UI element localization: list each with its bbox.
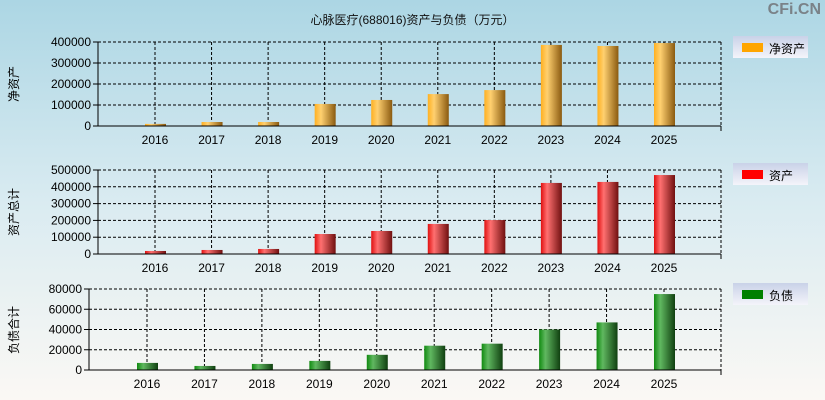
y-tick-label: 300000 xyxy=(51,56,91,70)
x-tick-label: 2018 xyxy=(249,377,276,391)
x-tick-label: 2018 xyxy=(255,133,282,147)
bar-2025 xyxy=(654,175,675,254)
bar-2017 xyxy=(201,122,223,126)
x-tick-label: 2025 xyxy=(651,377,678,391)
bar-2024 xyxy=(597,181,619,254)
x-tick-label: 2019 xyxy=(306,377,333,391)
y-tick-label: 0 xyxy=(84,247,91,261)
y-tick-label: 400000 xyxy=(51,180,91,194)
y-tick-label: 0 xyxy=(75,363,82,377)
bar-2017 xyxy=(201,249,223,254)
bar-2019 xyxy=(314,103,336,126)
x-tick-label: 2020 xyxy=(368,261,395,275)
x-tick-label: 2019 xyxy=(311,261,338,275)
bar-2018 xyxy=(258,248,280,254)
bar-2018 xyxy=(258,122,280,126)
bar-2024 xyxy=(597,45,619,126)
x-tick-label: 2019 xyxy=(311,133,338,147)
x-tick-label: 2018 xyxy=(255,261,282,275)
legend-label: 资产 xyxy=(769,169,794,183)
legend-label: 负债 xyxy=(769,289,794,303)
y-axis-label: 资产总计 xyxy=(7,188,21,236)
bar-2021 xyxy=(424,345,446,370)
y-tick-label: 200000 xyxy=(51,213,91,227)
bar-2018 xyxy=(251,363,273,370)
bar-2022 xyxy=(484,220,506,254)
x-tick-label: 2021 xyxy=(424,261,451,275)
legend-assets: 资产 xyxy=(733,163,808,185)
x-tick-label: 2024 xyxy=(593,377,620,391)
bar-2019 xyxy=(314,234,336,254)
x-tick-label: 2016 xyxy=(142,261,169,275)
bar-2016 xyxy=(145,250,166,254)
y-tick-label: 300000 xyxy=(51,197,91,211)
y-tick-label: 20000 xyxy=(49,343,83,357)
x-tick-label: 2022 xyxy=(481,261,508,275)
bar-2021 xyxy=(427,94,449,126)
x-tick-label: 2017 xyxy=(191,377,218,391)
x-tick-label: 2024 xyxy=(594,261,621,275)
x-tick-label: 2021 xyxy=(424,133,451,147)
chart-0: 0 100000 200000 300000 400000 2016 2017 2018 201… xyxy=(7,35,722,147)
y-tick-label: 60000 xyxy=(49,302,83,316)
bar-2020 xyxy=(371,99,393,126)
legend-swatch xyxy=(742,170,763,179)
x-tick-label: 2017 xyxy=(198,133,225,147)
legend-label: 净资产 xyxy=(769,42,806,56)
bar-2016 xyxy=(145,123,166,126)
y-tick-label: 400000 xyxy=(51,35,91,49)
x-tick-label: 2023 xyxy=(538,261,565,275)
bar-2025 xyxy=(654,294,675,370)
chart-2: 0 20000 40000 60000 80000 2016 2017 2018 2019 202… xyxy=(6,282,722,391)
y-tick-label: 500000 xyxy=(51,163,91,177)
legend-swatch xyxy=(742,43,763,52)
bar-2020 xyxy=(371,230,393,254)
bar-2022 xyxy=(484,90,506,126)
x-tick-label: 2016 xyxy=(134,377,161,391)
chart-1: 0 100000 200000 300000 400000 500000 2016 2017 2… xyxy=(7,163,722,275)
bar-2022 xyxy=(481,343,503,370)
y-tick-label: 100000 xyxy=(51,98,91,112)
x-tick-label: 2022 xyxy=(478,377,505,391)
x-tick-label: 2020 xyxy=(363,377,390,391)
y-tick-label: 80000 xyxy=(49,282,83,296)
bar-2017 xyxy=(194,365,216,370)
bar-2016 xyxy=(137,362,158,370)
bar-2024 xyxy=(596,322,618,370)
bar-2020 xyxy=(366,354,388,370)
bar-2025 xyxy=(654,43,675,126)
bar-2019 xyxy=(309,360,331,370)
legend-swatch xyxy=(742,290,763,299)
x-tick-label: 2025 xyxy=(651,133,678,147)
bar-2023 xyxy=(539,329,561,370)
bar-2023 xyxy=(540,182,562,254)
legend-liabilities: 负债 xyxy=(733,283,808,305)
bar-2023 xyxy=(540,44,562,126)
x-tick-label: 2023 xyxy=(538,133,565,147)
x-tick-label: 2024 xyxy=(594,133,621,147)
x-tick-label: 2021 xyxy=(421,377,448,391)
y-axis-label: 净资产 xyxy=(7,66,21,102)
y-axis-label: 负债合计 xyxy=(6,306,21,354)
x-tick-label: 2023 xyxy=(536,377,563,391)
y-tick-label: 100000 xyxy=(51,230,91,244)
legend-net-assets: 净资产 xyxy=(733,36,808,58)
chart-title: 心脉医疗(688016)资产与负债（万元） xyxy=(310,13,515,27)
y-tick-label: 0 xyxy=(84,119,91,133)
watermark-logo: CFi.CN xyxy=(767,1,821,18)
bar-2021 xyxy=(427,223,449,254)
y-tick-label: 200000 xyxy=(51,77,91,91)
x-tick-label: 2022 xyxy=(481,133,508,147)
x-tick-label: 2017 xyxy=(198,261,225,275)
x-tick-label: 2020 xyxy=(368,133,395,147)
x-tick-label: 2016 xyxy=(142,133,169,147)
x-tick-label: 2025 xyxy=(651,261,678,275)
y-tick-label: 40000 xyxy=(49,323,83,337)
